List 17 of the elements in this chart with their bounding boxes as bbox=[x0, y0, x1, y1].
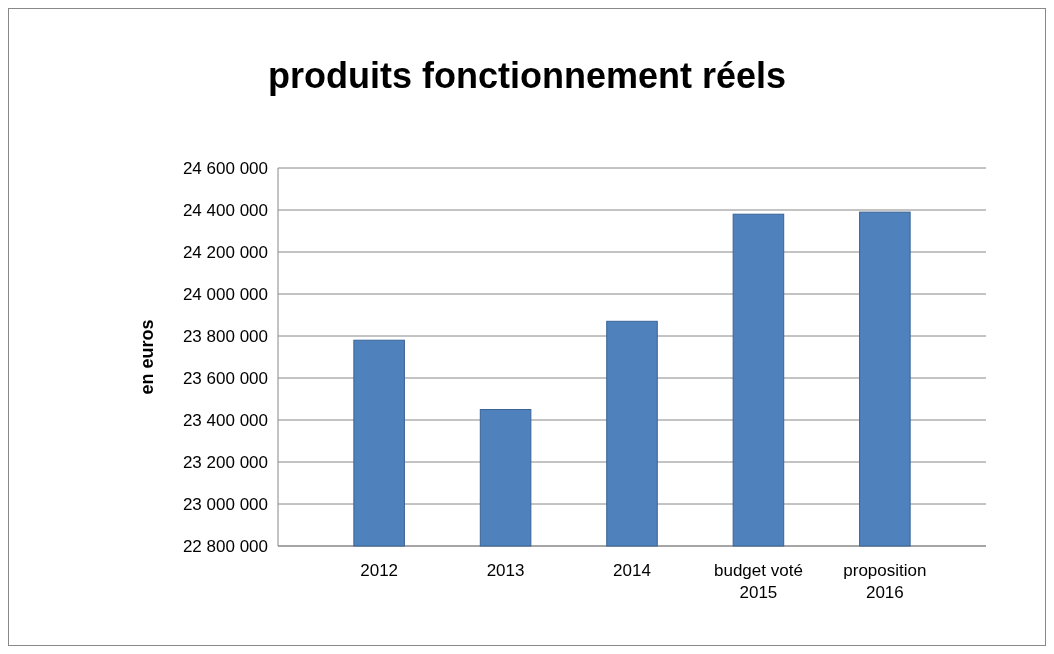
y-tick-label: 23 600 000 bbox=[182, 368, 268, 388]
y-tick-label: 23 000 000 bbox=[182, 494, 268, 514]
y-tick-label: 24 000 000 bbox=[182, 284, 268, 304]
y-tick-label: 23 400 000 bbox=[182, 410, 268, 430]
y-tick-label: 23 800 000 bbox=[182, 326, 268, 346]
x-tick-label: 2014 bbox=[613, 561, 651, 580]
chart-title: produits fonctionnement réels bbox=[267, 55, 787, 96]
x-tick-label: 2012 bbox=[360, 561, 399, 580]
x-tick-label: proposition 2016 bbox=[843, 561, 927, 603]
y-tick-label: 23 200 000 bbox=[182, 452, 268, 472]
y-tick-label: 24 600 000 bbox=[182, 158, 268, 178]
x-tick-label: budget voté 2015 bbox=[714, 561, 803, 603]
y-tick-label: 24 200 000 bbox=[182, 242, 268, 262]
y-tick-label: 24 400 000 bbox=[182, 200, 268, 220]
y-tick-label: 22 800 000 bbox=[182, 536, 268, 556]
y-axis-title: en euros bbox=[137, 319, 157, 395]
x-tick-label: 2013 bbox=[486, 561, 525, 580]
